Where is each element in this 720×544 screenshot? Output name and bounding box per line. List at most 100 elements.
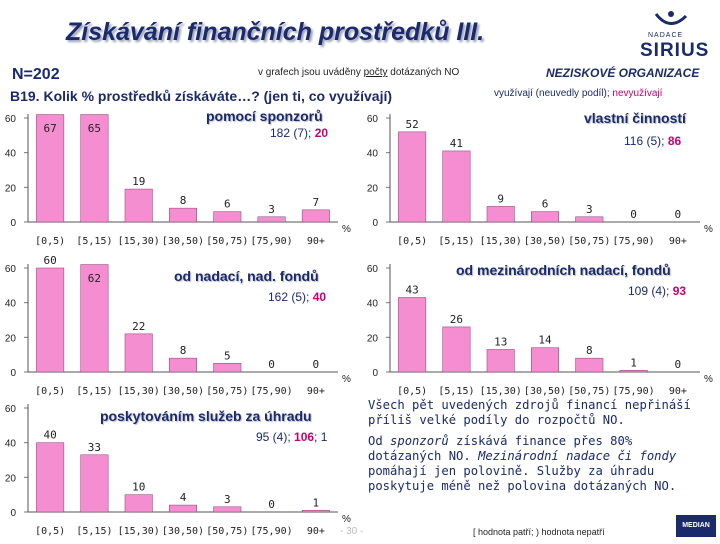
y-tick-label: 20 (5, 183, 17, 194)
bar-value-label: 1 (313, 496, 320, 509)
bar-value-label: 65 (88, 122, 101, 135)
x-tick-label: [15,30) (118, 236, 160, 247)
bar-value-label: 67 (44, 122, 57, 135)
bar (213, 363, 242, 373)
bar (36, 114, 65, 223)
bar (398, 297, 427, 373)
bar (213, 211, 242, 223)
bar-value-label: 3 (224, 493, 231, 506)
bar (36, 442, 65, 513)
x-tick-label: [75,90) (612, 386, 654, 397)
bar-value-label: 0 (268, 358, 275, 371)
bar (442, 326, 471, 373)
bar-value-label: 60 (44, 254, 57, 267)
x-tick-label: [15,30) (118, 526, 160, 537)
y-tick-label: 40 (5, 299, 17, 310)
bar (124, 188, 153, 223)
bar-value-label: 33 (88, 441, 101, 454)
x-tick-label: [0,5) (35, 526, 65, 537)
y-tick-label: 0 (372, 368, 378, 379)
x-unit-label: % (704, 374, 713, 385)
chart-n-sponsors: 182 (7); 20 (270, 126, 329, 140)
summary-text: Všech pět uvedených zdrojů financí nepři… (368, 398, 708, 500)
x-tick-label: [50,75) (206, 526, 248, 537)
y-tick-label: 0 (10, 508, 16, 519)
bar-value-label: 14 (538, 334, 552, 347)
bar-value-label: 7 (313, 196, 320, 209)
logo-big-text: SIRIUS (640, 40, 710, 61)
nadace-sirius-logo: NADACE SIRIUS (636, 10, 708, 62)
y-tick-label: 60 (367, 264, 379, 275)
median-logo: MEDIAN (676, 515, 716, 537)
chart-svg: 0204060%67[0,5)65[5,15)19[15,30)8[30,50)… (5, 114, 351, 247)
bar (257, 216, 286, 223)
x-tick-label: [30,50) (524, 236, 566, 247)
x-tick-label: 90+ (669, 386, 687, 397)
y-tick-label: 40 (367, 149, 379, 160)
y-tick-label: 0 (372, 218, 378, 229)
bar-value-label: 8 (180, 344, 187, 357)
y-tick-label: 20 (5, 473, 17, 484)
bar-value-label: 22 (132, 320, 145, 333)
x-tick-label: [5,15) (438, 386, 474, 397)
chart-n-foundations: 162 (5); 40 (268, 290, 327, 304)
bar-value-label: 1 (630, 356, 637, 369)
bar-value-label: 9 (497, 192, 504, 205)
x-unit-label: % (342, 374, 351, 385)
bar (80, 264, 109, 373)
interval-legend: [ hodnota patří; ) hodnota nepatří (473, 527, 605, 537)
x-tick-label: [5,15) (76, 526, 112, 537)
bar (301, 510, 330, 513)
y-tick-label: 20 (367, 183, 379, 194)
bar (301, 209, 330, 223)
bar-value-label: 19 (132, 175, 145, 188)
y-tick-label: 60 (5, 114, 17, 125)
bar-value-label: 40 (44, 429, 57, 442)
y-tick-label: 40 (5, 439, 17, 450)
x-tick-label: [5,15) (76, 386, 112, 397)
logo-emblem-icon (654, 11, 688, 25)
chart-title-sponsors: pomocí sponzorů (206, 108, 323, 124)
bar-value-label: 0 (675, 208, 682, 221)
x-tick-label: 90+ (307, 236, 325, 247)
bar (124, 494, 153, 513)
x-tick-label: [15,30) (118, 386, 160, 397)
bar-value-label: 52 (406, 118, 419, 131)
x-tick-label: [75,90) (250, 386, 292, 397)
summary-paragraph-1: Všech pět uvedených zdrojů financí nepři… (368, 398, 691, 427)
x-tick-label: [75,90) (612, 236, 654, 247)
bar (80, 114, 109, 223)
logo-small-text: NADACE (648, 32, 684, 39)
chart-n-paid-services: 95 (4); 106; 1 (256, 430, 328, 444)
legend-usage: využívají (neuvedly podíl); nevyužívají (494, 88, 663, 99)
bar (486, 349, 515, 373)
chart-title-paid-services: poskytováním služeb za úhradu (100, 408, 312, 424)
x-tick-label: [50,75) (206, 236, 248, 247)
x-tick-label: [0,5) (35, 236, 65, 247)
chart-title-international-foundations: od mezinárodních nadací, fondů (456, 262, 671, 278)
bar-value-label: 0 (630, 208, 637, 221)
question-text: B19. Kolik % prostředků získáváte…? (jen… (10, 88, 393, 104)
bar-value-label: 26 (450, 313, 463, 326)
bar-value-label: 6 (542, 198, 549, 211)
counts-note: v grafech jsou uváděny počty dotázaných … (258, 67, 460, 78)
x-tick-label: 90+ (307, 386, 325, 397)
summary-paragraph-2: Od sponzorů získává finance přes 80% dot… (368, 434, 677, 493)
x-tick-label: [5,15) (76, 236, 112, 247)
bar (36, 267, 65, 373)
bar (124, 333, 153, 373)
chart-title-foundations: od nadací, nad. fondů (174, 268, 319, 284)
x-tick-label: 90+ (307, 526, 325, 537)
bar (398, 131, 427, 223)
y-tick-label: 40 (367, 299, 379, 310)
chart-n-own-activity: 116 (5); 86 (624, 134, 682, 148)
bar-value-label: 0 (313, 358, 320, 371)
bar-value-label: 10 (132, 481, 145, 494)
bar-value-label: 5 (224, 349, 231, 362)
x-tick-label: [75,90) (250, 236, 292, 247)
x-unit-label: % (342, 224, 351, 235)
x-tick-label: [50,75) (568, 236, 610, 247)
x-tick-label: [30,50) (162, 386, 204, 397)
bar (575, 357, 604, 373)
y-tick-label: 40 (5, 149, 17, 160)
